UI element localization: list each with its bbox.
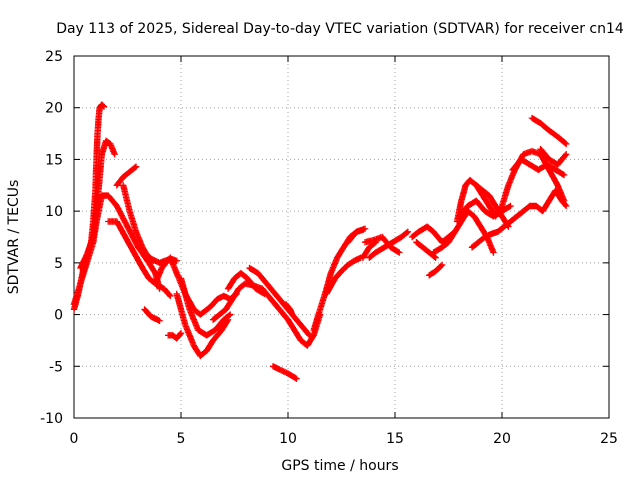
data-point-markers — [528, 114, 570, 148]
data-point-markers — [269, 363, 300, 382]
series-track-12 — [177, 275, 234, 339]
x-tick-label: 5 — [177, 431, 186, 447]
series-track-34 — [537, 145, 570, 168]
data-point-markers — [282, 301, 296, 318]
x-tick-label: 10 — [279, 431, 297, 447]
data-point-markers — [413, 239, 439, 261]
y-tick-label: 5 — [54, 256, 63, 272]
series-track-14 — [224, 270, 268, 298]
x-tick-label: 0 — [70, 431, 79, 447]
series-track-19 — [323, 254, 364, 298]
plot-frame — [73, 55, 610, 419]
data-point-markers — [113, 163, 140, 189]
series-track-20 — [344, 225, 369, 246]
y-tick-label: 10 — [45, 204, 63, 220]
data-point-markers — [361, 233, 403, 256]
series-track-8 — [165, 329, 185, 342]
data-point-markers — [509, 156, 568, 179]
series-track-32 — [509, 156, 568, 179]
data-point-markers — [430, 207, 497, 256]
data-point-markers — [473, 182, 512, 230]
y-tick-label: -5 — [49, 359, 63, 375]
series-track-33 — [528, 114, 570, 148]
data-point-markers — [105, 218, 240, 318]
y-tick-label: 20 — [45, 101, 63, 117]
data-point-markers — [310, 226, 367, 334]
series-track-4 — [105, 218, 240, 318]
series-track-7 — [141, 306, 163, 324]
data-points — [70, 101, 570, 382]
data-point-markers — [344, 225, 369, 246]
data-point-markers — [426, 261, 446, 279]
axes: 0 5 10 15 20 25 -10 -5 0 5 10 15 20 25 — [40, 49, 618, 447]
data-point-markers — [120, 182, 157, 264]
series-track-25 — [413, 239, 439, 261]
x-tick-label: 15 — [386, 431, 404, 447]
data-point-markers — [177, 275, 234, 339]
series-track-26 — [426, 261, 446, 279]
series-track-15 — [246, 264, 313, 339]
y-tick-label: 0 — [54, 308, 63, 324]
data-point-markers — [323, 254, 364, 298]
data-point-markers — [165, 329, 185, 342]
y-tick-label: 25 — [45, 49, 63, 65]
data-point-markers — [152, 280, 174, 300]
series-track-18 — [310, 226, 367, 334]
series-track-17 — [282, 301, 296, 318]
data-point-markers — [145, 254, 180, 267]
x-tick-label: 20 — [493, 431, 511, 447]
series-track-22 — [361, 233, 403, 256]
data-point-markers — [359, 238, 379, 261]
data-point-markers — [246, 264, 313, 339]
y-tick-label: -10 — [40, 411, 63, 427]
y-axis-title: SDTVAR / TECUs — [6, 180, 22, 295]
series-track-5 — [120, 182, 157, 264]
data-point-markers — [224, 270, 268, 298]
grid — [74, 56, 609, 418]
series-track-23 — [359, 238, 379, 261]
series-track-6 — [113, 163, 140, 189]
series-track-11 — [173, 290, 232, 360]
x-tick-label: 25 — [600, 431, 618, 447]
series-track-3 — [70, 192, 163, 308]
y-tick-label: 15 — [45, 152, 63, 168]
series-track-31 — [473, 182, 512, 230]
chart-title: Day 113 of 2025, Sidereal Day-to-day VTE… — [56, 21, 624, 37]
series-track-27 — [430, 207, 497, 256]
series-track-10 — [152, 280, 174, 300]
x-axis-title: GPS time / hours — [281, 458, 398, 474]
series-track-9 — [145, 254, 180, 267]
series-track-16 — [269, 363, 300, 382]
data-point-markers — [537, 145, 570, 168]
data-point-markers — [70, 192, 163, 308]
data-point-markers — [173, 290, 232, 360]
data-point-markers — [141, 306, 163, 324]
